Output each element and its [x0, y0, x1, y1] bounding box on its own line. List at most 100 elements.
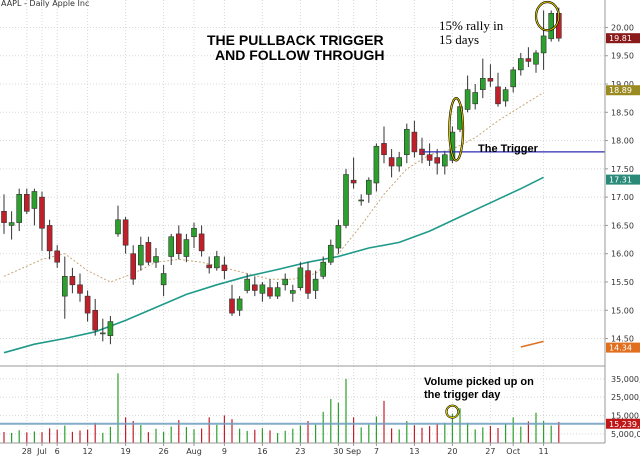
candle-body-up: [107, 321, 114, 337]
orange-indicator-badge-label: 14.34: [609, 344, 632, 353]
short-ma-badge-box: [606, 85, 640, 96]
candle-body-up: [160, 273, 167, 286]
candle-body-down: [229, 298, 235, 314]
candle-body-down: [487, 78, 494, 82]
time-tick-label: 28: [22, 447, 32, 456]
candle-body-up: [327, 244, 334, 263]
candle-body-up: [8, 222, 15, 226]
candle-body-down: [411, 131, 418, 153]
time-tick-label: 26: [159, 447, 169, 456]
candle-body-up: [61, 276, 68, 297]
price-tick-label: 18.00: [611, 137, 634, 146]
candle-body-up: [274, 287, 281, 297]
orange-indicator-badge-box: [606, 342, 640, 353]
rally-peak-circle: [535, 1, 560, 31]
price-tick-label: 16.00: [611, 250, 634, 259]
trigger-label: The Trigger: [478, 143, 539, 155]
price-badges: 19.81 18.89 17.31 14.34 15,239,0: [606, 33, 640, 429]
candle-body-down: [426, 154, 433, 161]
candle-body-up: [464, 89, 471, 110]
price-tick-label: 15.50: [611, 278, 634, 287]
long-ma-badge-box: [606, 174, 640, 185]
candle-body-down: [23, 194, 30, 212]
rally-note-line-2: 15 days: [439, 32, 479, 47]
candle-body-up: [365, 179, 372, 195]
price-tick-label: 17.50: [611, 165, 634, 174]
volume-tick-label: 35,000,: [611, 375, 640, 384]
headline-line-2: AND FOLLOW THROUGH: [215, 47, 385, 63]
candle-body-up: [396, 157, 403, 167]
candle-body-up: [31, 191, 38, 209]
candle-body-up: [183, 239, 190, 257]
price-tick-label: 14.50: [611, 335, 634, 344]
candle-body-up: [548, 13, 555, 40]
candle-body-down: [1, 210, 7, 223]
candle-body-up: [540, 35, 547, 54]
volume-tick-label: 25,000,0: [611, 393, 640, 402]
overlays: [422, 0, 605, 419]
time-tick-label: 27: [485, 447, 495, 456]
price-tick-label: 19.50: [611, 52, 634, 61]
time-tick-label: 30: [333, 447, 343, 456]
candle-body-down: [221, 264, 228, 271]
chart-title: AAPL - Daily Apple Inc: [1, 0, 89, 8]
candle-body-up: [244, 278, 250, 291]
candle-body-up: [312, 278, 319, 291]
candle-body-up: [510, 69, 517, 88]
candle-body-up: [236, 298, 243, 311]
close-price-badge-box: [606, 33, 640, 44]
candle-body-up: [289, 290, 296, 294]
volume-average-badge-label: 15,239,0: [609, 420, 640, 429]
candle-body-up: [343, 174, 349, 226]
price-tick-label: 18.50: [611, 108, 634, 117]
time-tick-label: 6: [55, 447, 60, 456]
candle-body-down: [54, 250, 61, 263]
time-tick-label: 16: [257, 447, 267, 456]
volume-average-badge-box: [606, 418, 640, 429]
rally-note-line-1: 15% rally in: [439, 18, 504, 33]
volume-circle: [445, 405, 459, 419]
short-moving-average-line: [3, 92, 544, 283]
time-tick-label: 20: [447, 447, 457, 456]
candle-body-down: [198, 233, 205, 252]
close-price-badge-label: 19.81: [609, 34, 632, 43]
axis-ticks: 14.50 15.00 15.50 16.00 16.50 17.00 17.50 18.00…: [22, 23, 640, 456]
candle-body-up: [403, 128, 410, 156]
candle-body-up: [214, 256, 220, 269]
candle-body-down: [92, 309, 98, 331]
candle-body-down: [130, 253, 136, 280]
trigger-candle-circle: [448, 97, 464, 161]
time-tick-label: 13: [409, 447, 419, 456]
volume-tick-label: 5,000,0: [611, 430, 640, 439]
time-tick-label: 11: [539, 447, 549, 456]
candle-body-down: [495, 86, 501, 105]
time-tick-label: Oct: [506, 447, 520, 456]
time-tick-label: Sep: [346, 447, 361, 456]
candle-body-up: [282, 278, 289, 286]
candle-body-up: [502, 89, 509, 102]
candle-body-up: [168, 236, 174, 257]
time-tick-label: 23: [295, 447, 305, 456]
candle-body-up: [479, 78, 486, 90]
candle-body-up: [335, 225, 342, 249]
candle-body-down: [381, 143, 387, 156]
price-tick-label: 20.00: [611, 23, 634, 32]
volume-note-line-1: Volume picked up on: [424, 376, 534, 388]
time-tick-label: 9: [222, 447, 227, 456]
time-tick-label: Jul: [36, 447, 47, 456]
candle-body-down: [39, 196, 45, 229]
price-tick-label: 19.00: [611, 80, 634, 89]
candle-body-down: [122, 219, 129, 246]
time-tick-label: Aug: [186, 447, 202, 456]
candle-body-down: [145, 242, 152, 263]
grid: [0, 0, 605, 443]
candle-body-down: [434, 157, 441, 164]
candle-body-up: [358, 199, 365, 202]
candle-body-up: [441, 154, 448, 167]
candle-body-up: [320, 261, 327, 277]
candles: [1, 7, 562, 345]
candle-body-up: [115, 219, 121, 235]
candle-body-up: [472, 92, 479, 105]
